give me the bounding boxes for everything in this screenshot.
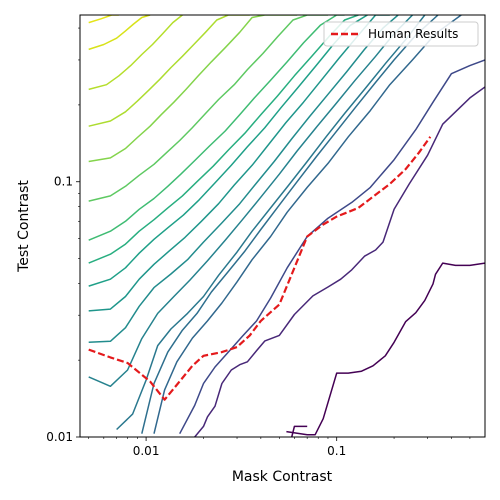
contour-line-11 xyxy=(88,15,368,287)
x-axis-ticks: 0.01 0.1 xyxy=(88,437,471,458)
legend-box xyxy=(323,21,479,47)
contour-line-6 xyxy=(141,15,439,434)
contour-line-13 xyxy=(88,15,345,241)
y-tick-label: 0.01 xyxy=(46,430,73,444)
contour-line-17 xyxy=(88,15,183,91)
y-tick-label: 0.1 xyxy=(54,175,73,189)
contour-line-7 xyxy=(116,15,426,431)
x-tick-label: 0.1 xyxy=(327,444,346,458)
contour-line-19 xyxy=(88,15,119,24)
contour-line-8 xyxy=(88,15,414,388)
human-results-line xyxy=(88,136,432,401)
contour-line-16 xyxy=(88,15,250,127)
contour-line-15 xyxy=(88,15,298,163)
contour-line-12 xyxy=(88,15,359,264)
human-results-series xyxy=(88,136,432,401)
x-tick-label: 0.01 xyxy=(133,444,160,458)
contour-line-5 xyxy=(153,15,462,434)
legend: Human Results xyxy=(323,21,479,47)
y-axis-label: Test Contrast xyxy=(16,180,32,273)
contour-line-9 xyxy=(88,15,399,344)
contour-line-10 xyxy=(88,15,390,312)
contour-line-2 xyxy=(286,262,485,436)
contour-lines xyxy=(88,15,485,437)
legend-label-human-results: Human Results xyxy=(368,27,458,41)
contour-line-18 xyxy=(88,15,151,51)
contour-line-1 xyxy=(290,425,308,437)
y-axis-ticks: 0.01 0.1 xyxy=(46,27,80,444)
plot-frame xyxy=(79,14,486,438)
contour-line-14 xyxy=(88,15,328,202)
contour-line-3 xyxy=(194,86,485,437)
x-axis-label: Mask Contrast xyxy=(232,469,333,485)
